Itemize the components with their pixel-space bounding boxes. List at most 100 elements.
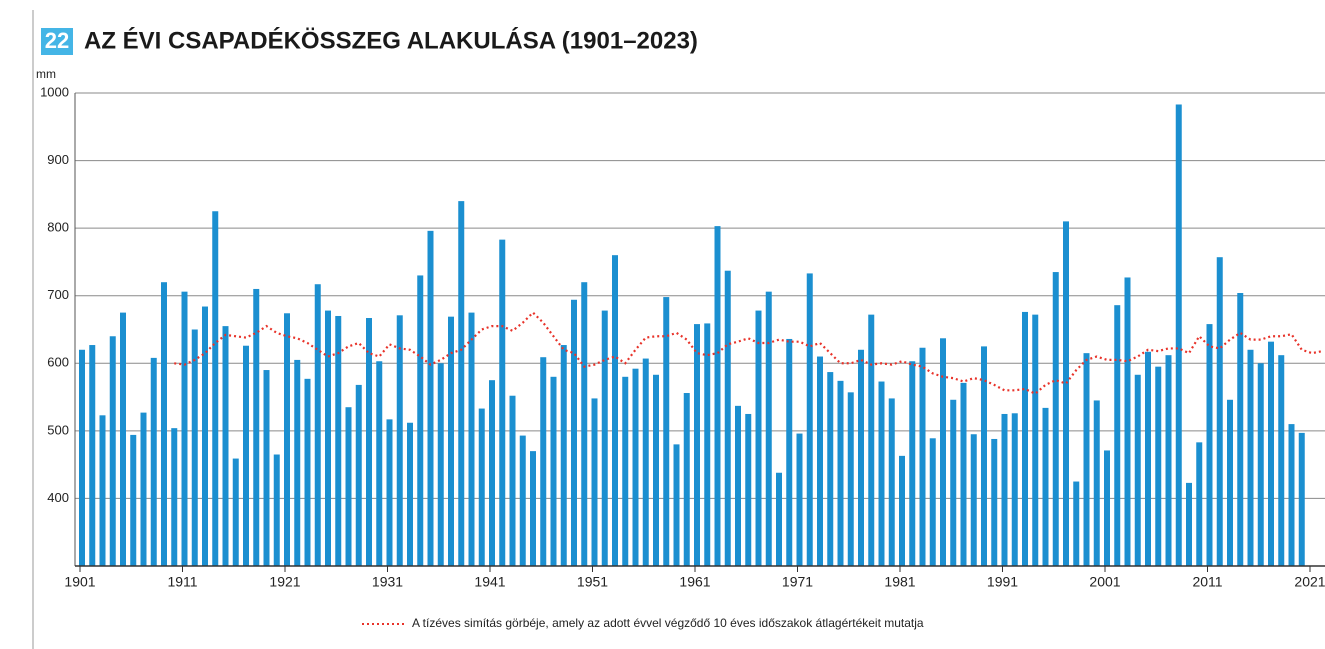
x-tick-label: 2011: [1192, 574, 1222, 590]
bar: [150, 357, 157, 566]
bar: [847, 392, 854, 566]
bar: [1268, 341, 1274, 566]
bar: [499, 239, 506, 566]
bar: [1165, 355, 1172, 566]
x-tick-label: 1951: [577, 574, 608, 590]
bar: [1104, 450, 1110, 566]
bar: [396, 315, 403, 566]
bar: [1032, 314, 1039, 566]
bar: [263, 370, 270, 566]
bar: [673, 444, 680, 566]
bar: [1134, 374, 1141, 566]
bar: [776, 472, 782, 566]
x-tick-label: 1901: [64, 574, 95, 590]
bar: [653, 374, 659, 566]
bar: [1186, 482, 1192, 566]
bar: [1052, 272, 1059, 566]
bar: [1011, 413, 1018, 566]
bar: [1257, 363, 1264, 566]
bar: [612, 255, 618, 566]
bar: [530, 451, 536, 566]
bar: [212, 211, 219, 566]
bar: [458, 201, 465, 566]
bar: [489, 380, 495, 566]
bar: [642, 358, 649, 566]
bar: [468, 312, 475, 566]
bar: [109, 336, 116, 566]
x-tick-label: 1941: [474, 574, 505, 590]
bar: [888, 398, 895, 566]
bar: [1237, 293, 1244, 566]
bar: [837, 380, 844, 566]
bar: [89, 345, 96, 566]
bar: [581, 282, 588, 566]
bar: [724, 270, 731, 566]
bar: [448, 316, 454, 566]
bar: [714, 226, 721, 566]
bar: [1155, 366, 1162, 566]
x-tick-label: 1931: [372, 574, 403, 590]
bar: [540, 357, 547, 566]
bar: [981, 346, 987, 566]
bar: [694, 324, 700, 566]
bar: [909, 361, 916, 566]
bar: [1175, 104, 1182, 566]
x-tick-label: 1991: [987, 574, 1018, 590]
bar: [550, 376, 557, 566]
bar: [314, 284, 321, 566]
bar: [745, 413, 752, 566]
bar: [140, 412, 147, 566]
bar: [1114, 305, 1121, 566]
bar: [991, 438, 998, 566]
bar: [868, 314, 875, 566]
bar: [683, 393, 690, 566]
bar: [1288, 424, 1295, 566]
x-tick-label: 2001: [1089, 574, 1120, 590]
bar: [601, 310, 608, 566]
bar: [427, 230, 434, 567]
bar: [386, 419, 393, 566]
bar: [345, 407, 352, 566]
bar: [171, 428, 178, 566]
bar: [919, 347, 926, 566]
bar: [1124, 277, 1131, 566]
bar: [765, 291, 772, 566]
bar: [735, 405, 741, 566]
bar: [181, 291, 188, 566]
x-tick-label: 1921: [269, 574, 300, 590]
badge: [41, 28, 73, 55]
y-tick-label: 1000: [40, 84, 69, 99]
chart-title: AZ ÉVI CSAPADÉKÖSSZEG ALAKULÁSA (1901–20…: [84, 26, 698, 54]
y-tick-label: 900: [47, 152, 69, 167]
bar: [560, 345, 567, 566]
bar: [335, 315, 342, 566]
bar: [519, 435, 526, 566]
badge-text: 22: [45, 28, 69, 53]
bar: [99, 415, 106, 566]
bar: [284, 313, 290, 566]
bar: [417, 275, 424, 566]
bar: [79, 349, 85, 566]
bar: [622, 376, 629, 566]
bar: [1073, 481, 1080, 566]
bar: [253, 288, 260, 566]
bar: [376, 361, 383, 566]
bar: [222, 326, 229, 566]
bar: [796, 433, 803, 566]
bar: [130, 434, 137, 566]
bar: [929, 438, 936, 566]
bar: [632, 368, 639, 566]
smoothing-line: [174, 311, 1323, 395]
bar: [950, 399, 957, 566]
bar: [1022, 311, 1028, 566]
bar: [858, 349, 864, 566]
x-tick-label: 1961: [679, 574, 710, 590]
bar: [1063, 221, 1069, 566]
bar: [1145, 351, 1151, 566]
bar: [571, 299, 577, 566]
bar: [960, 382, 967, 566]
bar: [1247, 349, 1254, 566]
bar: [704, 323, 711, 566]
bar: [202, 306, 208, 566]
